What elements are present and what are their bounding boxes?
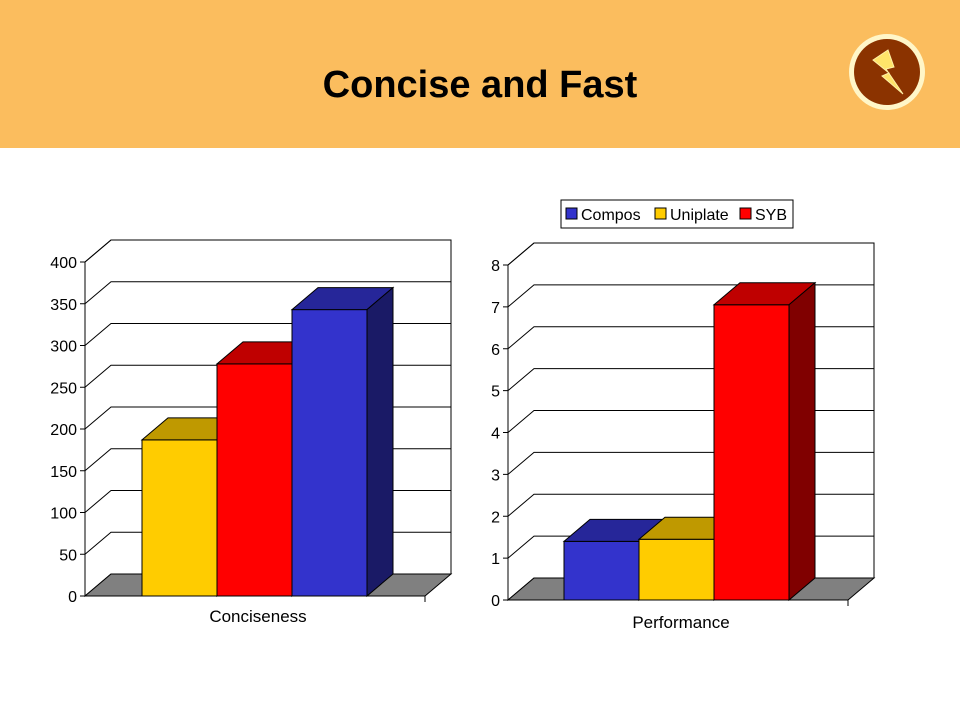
bar-front xyxy=(216,363,293,597)
y-tick-label: 8 xyxy=(491,258,500,275)
bar-front xyxy=(291,309,368,597)
legend-swatch xyxy=(654,207,667,220)
y-tick-label: 5 xyxy=(491,384,500,401)
gridline xyxy=(84,281,451,305)
y-tick-label: 250 xyxy=(50,380,77,397)
y-tick-label: 200 xyxy=(50,422,77,439)
y-tick-label: 0 xyxy=(491,593,500,610)
bar-front xyxy=(141,439,218,597)
bar-front xyxy=(563,540,640,601)
gridline xyxy=(507,242,874,266)
y-tick-label: 50 xyxy=(59,547,77,564)
y-tick-label: 2 xyxy=(491,509,500,526)
y-tick-label: 7 xyxy=(491,300,500,317)
y-tick-label: 6 xyxy=(491,342,500,359)
lightning-bolt-icon xyxy=(849,34,925,110)
y-tick-label: 1 xyxy=(491,551,500,568)
chart-2: 0 1 2 3 4 5 6 7 8 Performance xyxy=(491,242,876,632)
header-bar xyxy=(0,0,960,148)
y-tick-label: 400 xyxy=(50,255,77,272)
y-tick-label: 100 xyxy=(50,506,77,523)
y-tick-label: 150 xyxy=(50,464,77,481)
y-tick-label: 300 xyxy=(50,339,77,356)
legend: Compos Uniplate SYB xyxy=(560,199,794,229)
legend-label: Uniplate xyxy=(670,207,729,224)
slide-title: Concise and Fast xyxy=(322,64,638,106)
y-tick-label: 3 xyxy=(491,467,500,484)
legend-label: SYB xyxy=(755,207,787,224)
gridline xyxy=(84,239,451,263)
chart-1: 0 50 100 150 200 250 300 350 400 Conciseness xyxy=(50,239,453,626)
y-tick-label: 350 xyxy=(50,297,77,314)
legend-label: Compos xyxy=(581,207,641,224)
y-tick-label: 4 xyxy=(491,426,500,443)
bar-front xyxy=(638,538,715,601)
bar-front xyxy=(713,304,790,601)
bar-compos xyxy=(290,286,395,598)
legend-swatch xyxy=(565,207,578,220)
legend-swatch xyxy=(739,207,752,220)
x-axis-label: Conciseness xyxy=(209,607,306,626)
bar-side xyxy=(366,286,394,598)
y-tick-label: 0 xyxy=(68,589,77,606)
bar-side xyxy=(788,281,816,602)
bar-syb xyxy=(712,281,817,602)
legend-box xyxy=(560,199,794,229)
x-axis-label: Performance xyxy=(632,613,729,632)
